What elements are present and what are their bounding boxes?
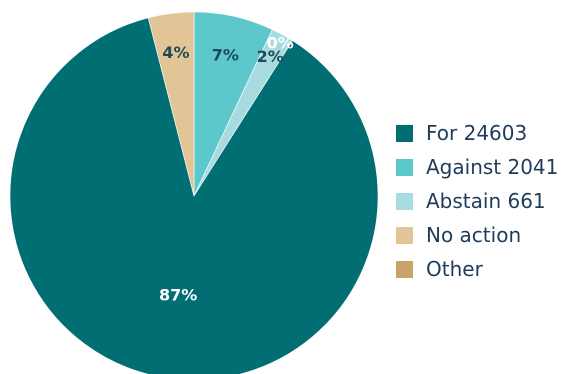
legend-label: No action <box>426 223 522 247</box>
legend-item: Abstain 661 <box>396 184 558 218</box>
pie-slice <box>147 11 195 197</box>
legend-label: Other <box>426 257 483 281</box>
pie-slices <box>9 11 379 374</box>
legend: For 24603 Against 2041 Abstain 661 No ac… <box>396 116 558 286</box>
legend-label: Against 2041 <box>426 155 559 179</box>
legend-label: For 24603 <box>426 121 528 145</box>
legend-swatch <box>396 260 413 278</box>
slice-value-label: 2% <box>257 47 284 66</box>
slice-value-label: 7% <box>212 45 239 64</box>
legend-item: Against 2041 <box>396 150 558 184</box>
pie-labels: 7% 2%0% 87% 4% <box>159 33 294 304</box>
slice-value-label: 0% <box>267 33 294 52</box>
legend-swatch <box>396 226 413 244</box>
slice-value-label: 87% <box>159 285 197 304</box>
legend-item: No action <box>396 218 558 252</box>
legend-item: Other <box>396 252 558 286</box>
pie-slice <box>9 17 379 374</box>
legend-swatch <box>396 124 413 142</box>
slice-value-label: 4% <box>162 43 189 62</box>
legend-item: For 24603 <box>396 116 558 150</box>
legend-label: Abstain 661 <box>426 189 546 213</box>
legend-swatch <box>396 192 413 210</box>
legend-swatch <box>396 158 413 176</box>
